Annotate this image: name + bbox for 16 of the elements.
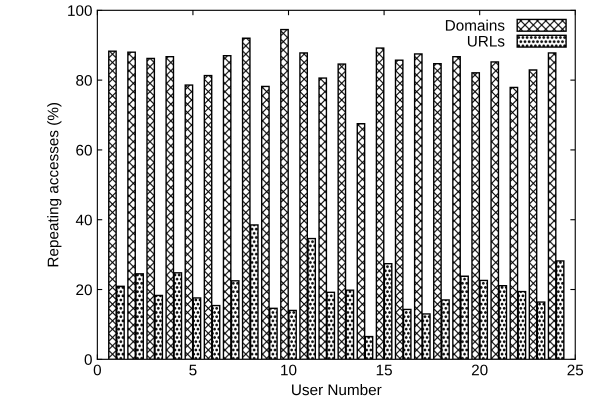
legend-label: URLs bbox=[468, 36, 504, 47]
x-tick-label: 0 bbox=[94, 364, 101, 376]
x-tick-label: 5 bbox=[189, 364, 197, 376]
y-tick-label: 80 bbox=[76, 74, 92, 86]
y-tick-label: 0 bbox=[84, 354, 92, 365]
legend-label: Domains bbox=[446, 20, 504, 31]
y-tick-label: 60 bbox=[76, 144, 92, 156]
x-tick-label: 15 bbox=[376, 364, 392, 376]
x-axis-title: User Number bbox=[292, 384, 382, 396]
x-tick-label: 20 bbox=[472, 364, 488, 376]
x-tick-label: 10 bbox=[281, 364, 296, 376]
y-tick-label: 100 bbox=[68, 5, 92, 16]
y-tick-label: 20 bbox=[76, 284, 92, 296]
x-tick-label: 25 bbox=[568, 364, 584, 376]
y-axis-title: Repeating accesses (%) bbox=[47, 102, 62, 266]
y-tick-label: 40 bbox=[76, 214, 92, 226]
